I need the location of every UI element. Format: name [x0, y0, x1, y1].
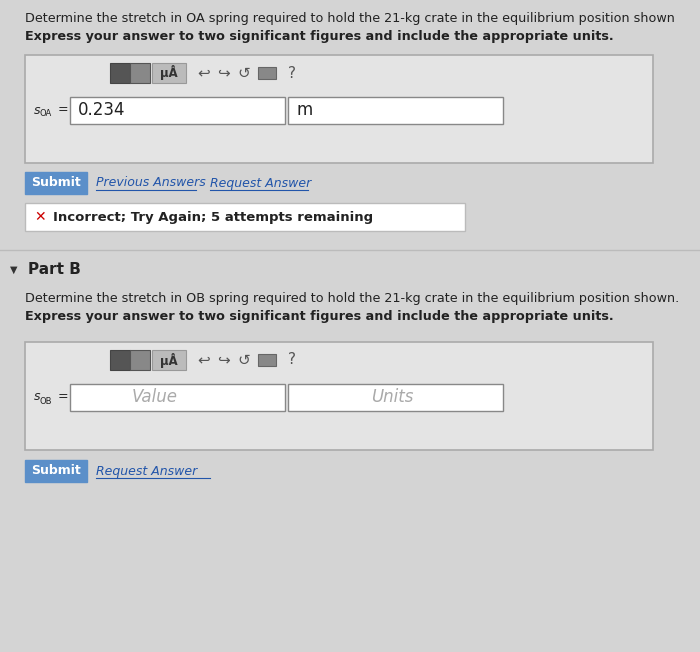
FancyBboxPatch shape	[288, 384, 503, 411]
Text: ↪: ↪	[218, 353, 230, 368]
Text: 0.234: 0.234	[78, 101, 125, 119]
FancyBboxPatch shape	[258, 67, 276, 79]
FancyBboxPatch shape	[288, 97, 503, 124]
Text: Determine the stretch in OA spring required to hold the 21-kg crate in the equil: Determine the stretch in OA spring requi…	[25, 12, 675, 25]
Text: ↪: ↪	[218, 65, 230, 80]
Text: ↩: ↩	[197, 65, 211, 80]
FancyBboxPatch shape	[152, 63, 186, 83]
Text: OA: OA	[40, 110, 52, 119]
FancyBboxPatch shape	[130, 350, 150, 370]
Text: ▼: ▼	[10, 265, 18, 275]
FancyBboxPatch shape	[110, 63, 130, 83]
FancyBboxPatch shape	[130, 63, 150, 83]
Text: ?: ?	[288, 65, 296, 80]
FancyBboxPatch shape	[110, 350, 130, 370]
Text: Part B: Part B	[28, 263, 81, 278]
FancyBboxPatch shape	[152, 350, 186, 370]
Text: μÅ: μÅ	[160, 65, 178, 80]
Text: =: =	[58, 104, 69, 117]
FancyBboxPatch shape	[25, 203, 465, 231]
Text: Units: Units	[371, 388, 413, 406]
Text: Request Answer: Request Answer	[96, 464, 197, 477]
Text: Incorrect; Try Again; 5 attempts remaining: Incorrect; Try Again; 5 attempts remaini…	[53, 211, 373, 224]
Text: s: s	[34, 104, 41, 117]
Text: ↺: ↺	[237, 65, 251, 80]
Text: μÅ: μÅ	[160, 353, 178, 368]
Text: =: =	[58, 391, 69, 404]
FancyBboxPatch shape	[25, 55, 653, 163]
Text: ✕: ✕	[34, 210, 46, 224]
Text: Express your answer to two significant figures and include the appropriate units: Express your answer to two significant f…	[25, 30, 614, 43]
FancyBboxPatch shape	[70, 384, 285, 411]
FancyBboxPatch shape	[25, 172, 87, 194]
Text: ↩: ↩	[197, 353, 211, 368]
Text: m: m	[296, 101, 312, 119]
Text: ↺: ↺	[237, 353, 251, 368]
FancyBboxPatch shape	[25, 460, 87, 482]
Text: s: s	[34, 391, 41, 404]
FancyBboxPatch shape	[70, 97, 285, 124]
Text: Request Answer: Request Answer	[210, 177, 312, 190]
Text: ?: ?	[288, 353, 296, 368]
Text: Submit: Submit	[31, 177, 81, 190]
Text: Previous Answers: Previous Answers	[96, 177, 206, 190]
Text: Determine the stretch in OB spring required to hold the 21-kg crate in the equil: Determine the stretch in OB spring requi…	[25, 292, 679, 305]
FancyBboxPatch shape	[25, 342, 653, 450]
Text: Value: Value	[132, 388, 178, 406]
FancyBboxPatch shape	[258, 354, 276, 366]
Text: OB: OB	[40, 396, 52, 406]
Text: Submit: Submit	[31, 464, 81, 477]
Text: Express your answer to two significant figures and include the appropriate units: Express your answer to two significant f…	[25, 310, 614, 323]
